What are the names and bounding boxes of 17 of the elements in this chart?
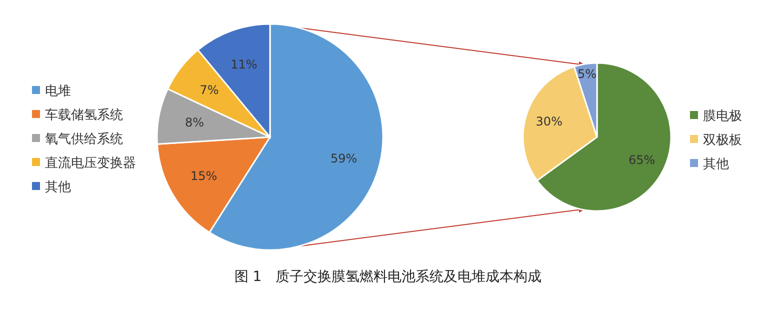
data-label: 7% [200,82,219,97]
legend-label: 膜电极 [703,109,742,124]
data-label: 15% [190,169,218,184]
legend-label: 其他 [45,180,71,195]
text: 图 1 质子交换膜氢燃料电池系统及电堆成本构成 [234,269,542,285]
legend-label: 车载储氢系统 [45,108,123,123]
data-label: 59% [330,151,358,166]
legend-label: 其他 [703,157,729,172]
legend-label: 双极板 [703,133,742,148]
legend-label: 氧气供给系统 [45,132,123,147]
data-label: 8% [185,116,204,130]
data-label: 11% [230,58,258,72]
data-label: 30% [536,114,562,128]
legend-label: 直流电压变换器 [45,155,136,171]
data-label: 65% [628,152,656,167]
data-label: 5% [578,67,597,82]
legend-label: 电堆 [45,84,71,99]
